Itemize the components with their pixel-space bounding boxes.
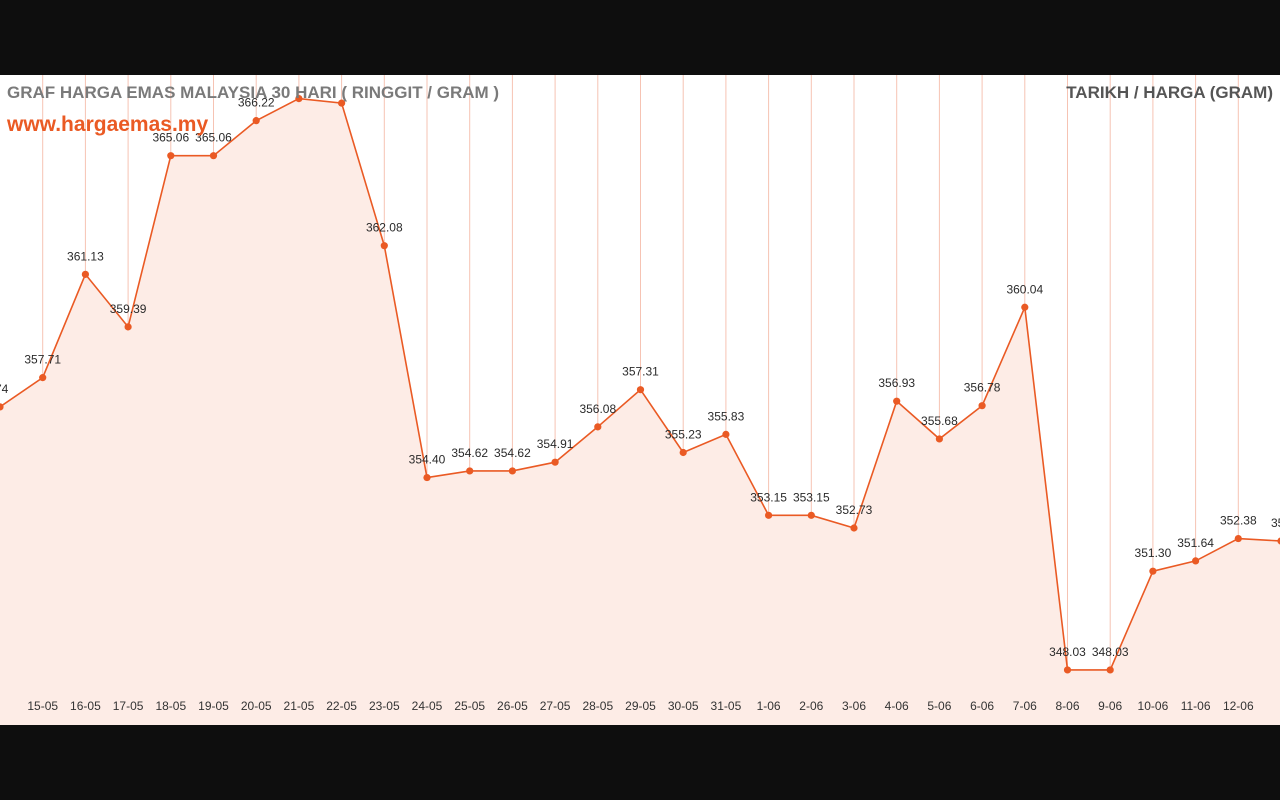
data-point	[39, 374, 47, 382]
data-label: 352.38	[1220, 514, 1257, 528]
x-tick-label: 22-05	[326, 699, 357, 713]
data-label: 356.08	[579, 402, 616, 416]
x-tick-label: 3-06	[842, 699, 866, 713]
data-label: 353.15	[793, 490, 830, 504]
data-label: 356.78	[964, 381, 1001, 395]
data-point	[850, 524, 858, 532]
data-point	[679, 448, 687, 457]
x-tick-label: 11-06	[1181, 699, 1211, 713]
data-label: 359.39	[110, 302, 147, 316]
data-label: 357.31	[622, 365, 659, 379]
data-point	[209, 152, 218, 160]
data-label: 348.03	[1049, 645, 1086, 659]
data-labels: .74 357.71 361.13 359.39 365.06 365.06 366.22 3…	[0, 96, 1280, 659]
x-tick-label: 21-05	[284, 699, 315, 713]
data-label: 357.71	[24, 353, 61, 367]
x-tick-label: 19-05	[198, 699, 229, 713]
data-label: 361.13	[67, 249, 104, 263]
data-point	[295, 95, 303, 103]
data-point	[807, 511, 815, 519]
data-point	[1063, 666, 1072, 674]
data-point	[423, 473, 431, 482]
x-tick-label: 2-06	[799, 699, 823, 713]
chart-frame: .74 357.71 361.13 359.39 365.06 365.06 366.22 3…	[0, 75, 1280, 725]
data-point	[935, 435, 944, 443]
data-point	[722, 430, 730, 438]
x-tick-label: 4-06	[885, 699, 909, 713]
data-label: 348.03	[1092, 645, 1129, 659]
x-tick-label: 27-05	[540, 699, 571, 713]
data-label: 354.62	[494, 446, 531, 460]
data-label: 352.73	[836, 503, 873, 517]
data-point	[893, 397, 901, 405]
data-point	[1106, 666, 1114, 674]
x-tick-label: 6-06	[970, 699, 994, 713]
site-link[interactable]: www.hargaemas.my	[7, 113, 209, 136]
x-tick-label: 18-05	[155, 699, 186, 713]
chart-plot: .74 357.71 361.13 359.39 365.06 365.06 366.22 3…	[0, 75, 1280, 725]
data-label: 366.22	[238, 96, 275, 110]
x-tick-label: 9-06	[1098, 699, 1122, 713]
data-label: 362.08	[366, 221, 403, 235]
data-point	[1021, 303, 1029, 311]
x-tick-label: 8-06	[1055, 699, 1079, 713]
data-point	[252, 117, 260, 125]
data-label: 351.64	[1177, 536, 1214, 550]
data-point	[978, 402, 986, 410]
data-point	[466, 467, 474, 475]
data-label: .74	[0, 382, 9, 396]
data-label: 353.15	[750, 490, 787, 504]
x-tick-label: 5-06	[927, 699, 951, 713]
data-point	[81, 270, 89, 278]
x-tick-label: 30-05	[668, 699, 699, 713]
data-label: 351.30	[1135, 546, 1172, 560]
data-label: 354.40	[409, 453, 446, 467]
data-point	[551, 458, 559, 466]
x-tick-label: 16-05	[70, 699, 101, 713]
data-label: 365.06	[152, 131, 189, 145]
chart-title: GRAF HARGA EMAS MALAYSIA 30 HARI ( RINGG…	[7, 83, 500, 102]
data-point	[508, 467, 516, 475]
data-point	[167, 152, 175, 160]
data-point	[1192, 557, 1200, 565]
area-fill	[0, 98, 1280, 725]
data-point	[338, 99, 346, 107]
data-point	[380, 242, 388, 250]
x-tick-label: 31-05	[711, 699, 742, 713]
legend-label: TARIKH / HARGA (GRAM)	[1066, 83, 1273, 102]
data-point	[1277, 537, 1280, 545]
data-point	[765, 511, 773, 519]
x-tick-label: 26-05	[497, 699, 528, 713]
x-tick-label: 24-05	[412, 699, 443, 713]
x-tick-label: 17-05	[113, 699, 144, 713]
x-tick-label: 15-05	[27, 699, 58, 713]
data-label: 352	[1271, 516, 1280, 530]
x-tick-label: 23-05	[369, 699, 400, 713]
x-tick-label: 7-06	[1013, 699, 1037, 713]
x-tick-label: 20-05	[241, 699, 272, 713]
x-tick-label: 1-06	[757, 699, 781, 713]
data-label: 360.04	[1006, 282, 1043, 296]
data-label: 356.93	[878, 376, 915, 390]
data-label: 354.62	[451, 446, 488, 460]
x-tick-label: 28-05	[582, 699, 613, 713]
data-label: 355.23	[665, 428, 702, 442]
x-tick-label: 12-06	[1223, 699, 1254, 713]
data-point	[1234, 534, 1242, 543]
data-point	[594, 423, 602, 431]
x-tick-label: 25-05	[454, 699, 485, 713]
x-tick-label: 10-06	[1138, 699, 1169, 713]
data-label: 365.06	[195, 131, 232, 145]
x-tick-label: 29-05	[625, 699, 656, 713]
data-label: 355.83	[708, 409, 745, 423]
data-point	[124, 323, 132, 331]
data-point	[636, 386, 645, 394]
data-point	[0, 403, 4, 411]
data-label: 354.91	[537, 437, 574, 451]
data-label: 355.68	[921, 414, 958, 428]
data-point	[1149, 567, 1157, 575]
x-axis-ticks: 15-05 16-05 17-05 18-05 19-05 20-05 21-05 22-05…	[27, 699, 1254, 713]
data-points	[0, 95, 1280, 674]
